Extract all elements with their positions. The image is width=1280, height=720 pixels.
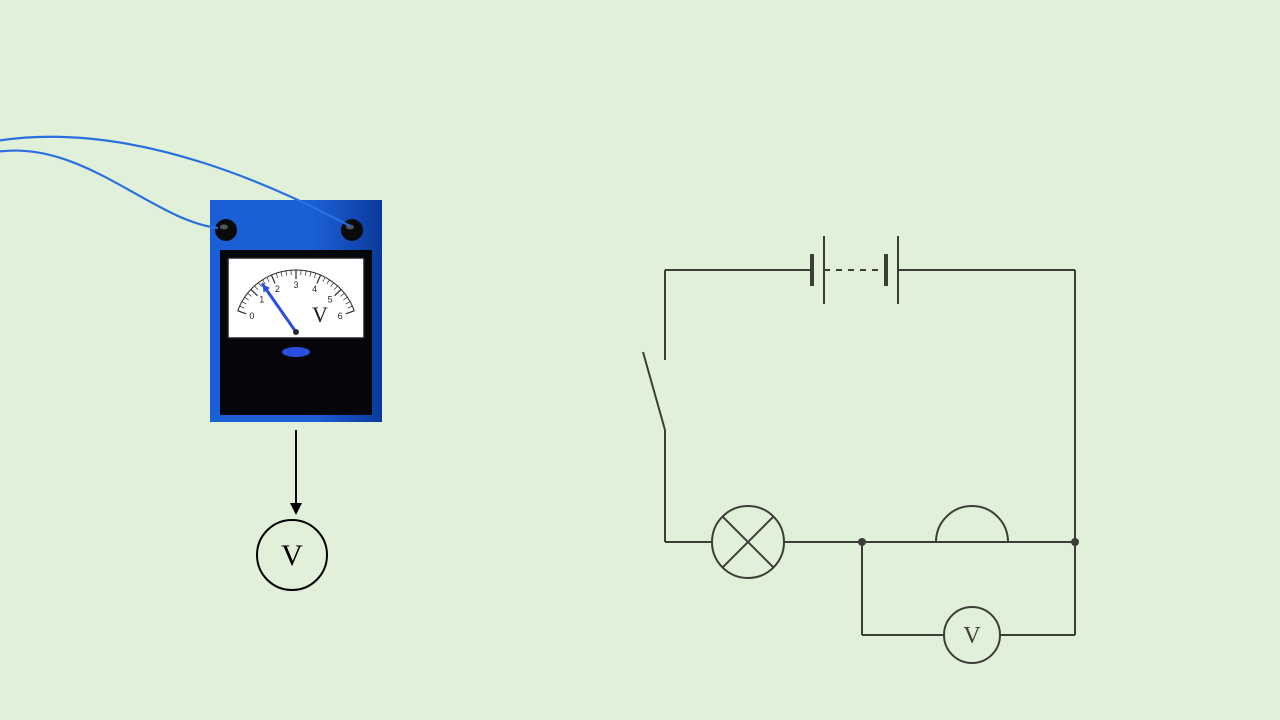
svg-text:5: 5 [328,295,333,305]
svg-text:3: 3 [293,280,298,290]
diagram-svg: 0123456VVV [0,0,1280,720]
voltmeter-device: 01 2 3 4 56V [210,200,382,422]
svg-text:V: V [963,623,981,649]
svg-text:0: 0 [249,311,254,321]
svg-text:1: 1 [259,295,264,305]
circuit-node [1071,538,1079,546]
diagram-canvas: 0123456VVV [0,0,1280,720]
voltmeter-face-unit: V [312,302,328,327]
circuit-node [858,538,866,546]
svg-text:6: 6 [338,311,343,321]
svg-text:2: 2 [275,284,280,294]
svg-text:4: 4 [312,284,317,294]
svg-text:V: V [281,539,303,572]
